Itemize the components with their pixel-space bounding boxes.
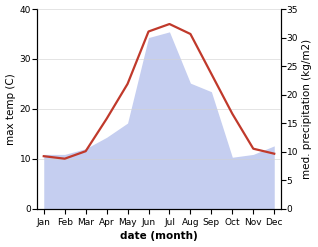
X-axis label: date (month): date (month) (120, 231, 198, 242)
Y-axis label: med. precipitation (kg/m2): med. precipitation (kg/m2) (302, 39, 313, 179)
Y-axis label: max temp (C): max temp (C) (5, 73, 16, 145)
